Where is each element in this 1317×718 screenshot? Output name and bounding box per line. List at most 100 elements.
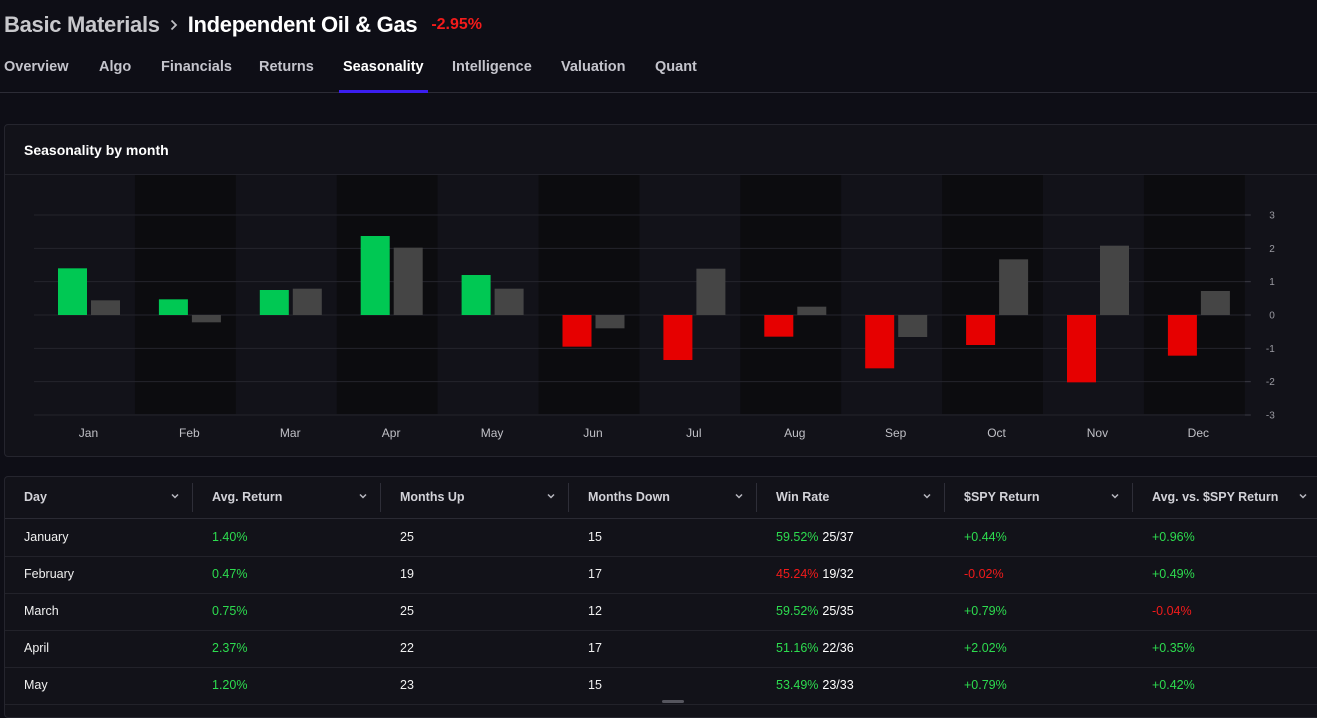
scrollbar-thumb[interactable] (662, 700, 684, 703)
cell-spy-return: +2.02% (964, 641, 1007, 655)
cell-avg-vs-spy: -0.04% (1152, 604, 1192, 618)
win-rate-percent: 45.24% (776, 567, 819, 581)
win-rate-ratio: 19/32 (822, 567, 854, 581)
page-title: Independent Oil & Gas (187, 12, 418, 37)
chevron-down-icon (1111, 493, 1119, 499)
bar-avg-return (461, 275, 491, 315)
x-tick-label: Feb (179, 426, 200, 440)
tab-valuation[interactable]: Valuation (561, 59, 626, 75)
column-divider (380, 483, 381, 512)
x-tick-label: Aug (784, 426, 805, 440)
win-rate-percent: 51.16% (776, 641, 819, 655)
tab-intelligence[interactable]: Intelligence (452, 59, 532, 75)
seasonality-table: Day Avg. Return Months Up Months Down Wi… (4, 476, 1317, 718)
cell-win-rate: 53.49% 23/33 (776, 667, 854, 704)
column-header-day[interactable]: Day (24, 477, 179, 518)
cell-win-rate: 51.16% 22/36 (776, 630, 854, 667)
column-header-avg-vs-spy[interactable]: Avg. vs. $SPY Return (1152, 477, 1307, 518)
chevron-right-icon (170, 19, 178, 31)
bar-spy-return (898, 315, 928, 337)
column-divider (756, 483, 757, 512)
tab-returns[interactable]: Returns (259, 59, 314, 75)
price-change: -2.95% (431, 16, 483, 33)
cell-months-down: 12 (588, 604, 602, 618)
y-tick-label: 3 (1269, 211, 1275, 222)
column-divider (192, 483, 193, 512)
bar-spy-return (191, 315, 221, 323)
bar-spy-return (1200, 291, 1230, 315)
column-header-win-rate[interactable]: Win Rate (776, 477, 931, 518)
x-tick-label: Nov (1087, 426, 1108, 440)
cell-months-down: 15 (588, 678, 602, 692)
cell-day: January (24, 530, 69, 544)
x-tick-label: Jun (583, 426, 602, 440)
bar-spy-return (91, 300, 120, 315)
cell-avg-vs-spy: +0.42% (1152, 678, 1195, 692)
cell-avg-return: 1.40% (212, 530, 248, 544)
cell-win-rate: 59.52% 25/35 (776, 593, 854, 630)
win-rate-ratio: 25/37 (822, 530, 854, 544)
cell-months-down: 17 (588, 641, 602, 655)
cell-day: April (24, 641, 50, 655)
column-divider (1132, 483, 1133, 512)
bar-spy-return (1100, 245, 1129, 315)
y-tick-label: -2 (1266, 377, 1275, 388)
table-row[interactable]: May 1.20% 23 15 53.49% 23/33 +0.79% +0.42… (5, 667, 1317, 705)
win-rate-ratio: 22/36 (822, 641, 854, 655)
y-tick-label: 2 (1269, 244, 1275, 255)
month-band (538, 175, 640, 414)
cell-months-down: 15 (588, 530, 602, 544)
cell-avg-vs-spy: +0.96% (1152, 530, 1195, 544)
tab-overview[interactable]: Overview (4, 59, 69, 75)
table-row[interactable]: April 2.37% 22 17 51.16% 22/36 +2.02% +0.… (5, 630, 1317, 668)
cell-spy-return: +0.79% (964, 604, 1007, 618)
bar-spy-return (393, 247, 423, 315)
column-header-avg-return[interactable]: Avg. Return (212, 477, 367, 518)
x-tick-label: May (481, 426, 504, 440)
x-tick-label: Jan (79, 426, 98, 440)
breadcrumb-parent[interactable]: Basic Materials (4, 12, 160, 37)
cell-spy-return: +0.44% (964, 530, 1007, 544)
column-label: Avg. vs. $SPY Return (1152, 490, 1279, 504)
bar-spy-return (999, 259, 1029, 315)
month-band (134, 175, 236, 414)
table-header: Day Avg. Return Months Up Months Down Wi… (5, 477, 1317, 519)
x-tick-label: Jul (686, 426, 701, 440)
column-header-months-down[interactable]: Months Down (588, 477, 743, 518)
cell-avg-return: 0.47% (212, 567, 248, 581)
column-label: Months Up (400, 490, 465, 504)
seasonality-chart-panel: Seasonality by month 3 2 1 0 -1 -2 -3 Jan Feb Mar… (4, 124, 1317, 457)
bar-spy-return (494, 288, 524, 315)
cell-avg-return: 0.75% (212, 604, 248, 618)
chevron-down-icon (923, 493, 931, 499)
cell-months-up: 22 (400, 641, 414, 655)
column-header-spy-return[interactable]: $SPY Return (964, 477, 1119, 518)
bar-avg-return (158, 299, 188, 315)
cell-day: March (24, 604, 59, 618)
cell-months-up: 23 (400, 678, 414, 692)
bar-spy-return (797, 306, 827, 315)
column-header-months-up[interactable]: Months Up (400, 477, 555, 518)
table-row[interactable]: February 0.47% 19 17 45.24% 19/32 -0.02% … (5, 556, 1317, 594)
tab-algo[interactable]: Algo (99, 59, 132, 75)
x-tick-label: Oct (987, 426, 1006, 440)
y-tick-label: -1 (1266, 344, 1275, 355)
x-tick-label: Dec (1188, 426, 1209, 440)
bar-avg-return (259, 290, 289, 315)
cell-spy-return: +0.79% (964, 678, 1007, 692)
bar-avg-return (562, 315, 592, 347)
cell-months-down: 17 (588, 567, 602, 581)
table-row[interactable]: March 0.75% 25 12 59.52% 25/35 +0.79% -0.… (5, 593, 1317, 631)
x-tick-label: Apr (382, 426, 401, 440)
table-row[interactable]: January 1.40% 25 15 59.52% 25/37 +0.44% +… (5, 519, 1317, 557)
chevron-down-icon (1299, 493, 1307, 499)
tab-seasonality[interactable]: Seasonality (339, 52, 428, 93)
tab-bar: Overview Algo Financials Returns Seasona… (0, 52, 1317, 93)
x-tick-label: Sep (885, 426, 907, 440)
chevron-down-icon (547, 493, 555, 499)
cell-avg-vs-spy: +0.49% (1152, 567, 1195, 581)
cell-avg-return: 1.20% (212, 678, 248, 692)
tab-quant[interactable]: Quant (655, 59, 697, 75)
column-divider (944, 483, 945, 512)
tab-financials[interactable]: Financials (161, 59, 232, 75)
